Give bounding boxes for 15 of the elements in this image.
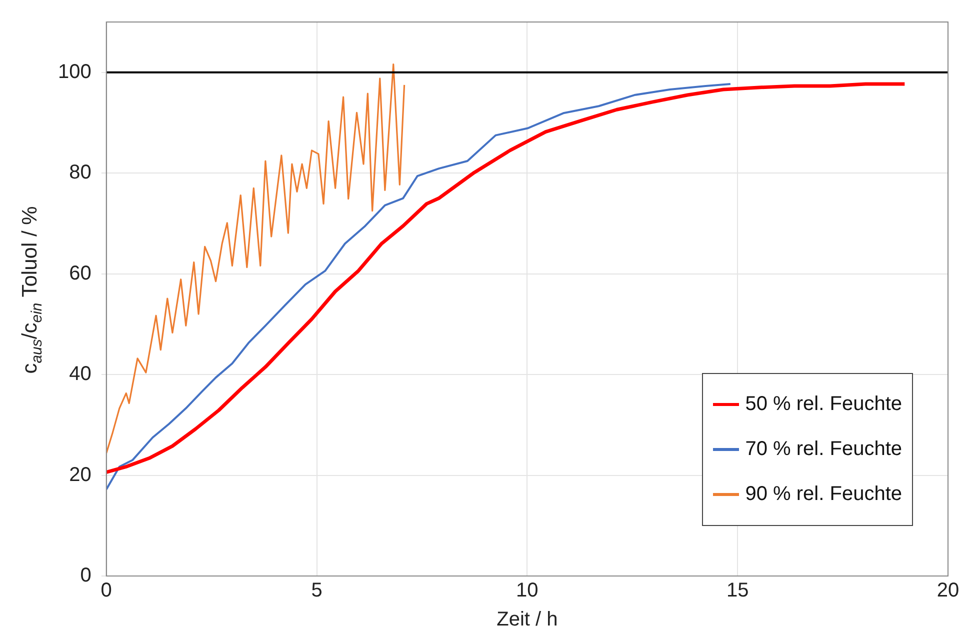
x-axis-title: Zeit / h [496, 608, 558, 631]
y-tick-label: 0 [80, 564, 92, 587]
x-tick-label: 0 [100, 580, 112, 602]
legend-label: 70 % rel. Feuchte [745, 438, 902, 461]
y-tick-label: 20 [69, 464, 92, 486]
legend-label: 90 % rel. Feuchte [745, 483, 902, 506]
x-tick-label: 10 [516, 580, 538, 602]
y-tick-label: 40 [69, 363, 92, 386]
y-tick-label: 100 [58, 60, 92, 83]
y-tick-label: 60 [69, 262, 92, 284]
y-tick-label: 80 [69, 162, 92, 184]
x-tick-label: 15 [726, 580, 749, 602]
x-tick-label: 5 [311, 580, 322, 602]
x-tick-label: 20 [936, 580, 960, 602]
legend-label: 50 % rel. Feuchte [745, 393, 902, 416]
